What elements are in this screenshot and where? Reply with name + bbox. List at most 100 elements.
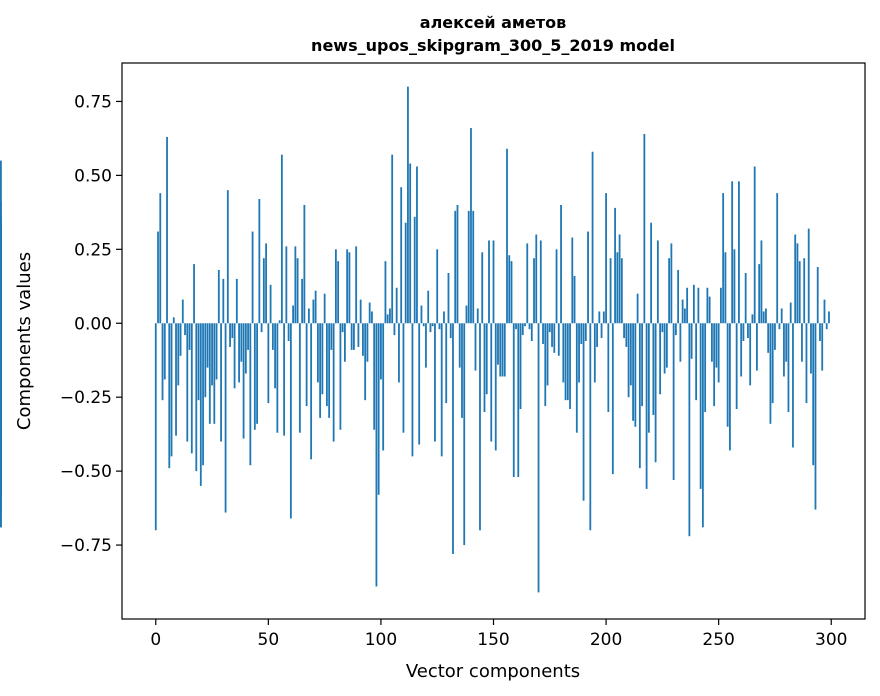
bar (598, 311, 601, 324)
bar (546, 323, 549, 386)
bar (650, 222, 653, 324)
bar (771, 323, 774, 404)
bar (706, 287, 709, 324)
bar (524, 323, 526, 327)
bar (652, 323, 655, 415)
bar (359, 299, 362, 324)
bar (422, 323, 425, 327)
bar (663, 323, 666, 374)
y-tick-label: 0.00 (74, 314, 112, 334)
bar (310, 323, 313, 460)
bar (312, 299, 315, 324)
bar (303, 204, 306, 324)
bar (778, 323, 781, 330)
bar (753, 166, 756, 324)
bar (623, 323, 625, 339)
bar (483, 323, 486, 412)
bar (776, 193, 779, 324)
bar (233, 323, 236, 389)
bar (726, 323, 729, 427)
bar (371, 311, 373, 324)
bar (578, 323, 580, 383)
bar (436, 249, 439, 324)
bar (600, 323, 603, 339)
bar (607, 323, 610, 412)
bar (186, 323, 189, 442)
bar (686, 287, 689, 324)
bar (283, 323, 286, 436)
x-axis-label: Vector components (406, 661, 580, 682)
bar (163, 323, 166, 380)
bar (765, 308, 767, 324)
bar (334, 249, 337, 324)
bar (801, 323, 803, 362)
bar (724, 252, 727, 324)
bar (708, 296, 711, 324)
bar (729, 323, 731, 451)
bar (605, 193, 607, 324)
bar (404, 222, 407, 324)
bar (296, 258, 299, 324)
bar (733, 249, 736, 324)
y-axis-ticks: −0.75 −0.50 −0.25 0.00 0.25 0.50 0.75 (60, 92, 122, 556)
bar (542, 323, 544, 344)
bar (740, 323, 743, 377)
bar (168, 323, 171, 469)
bar (159, 193, 162, 324)
bar (215, 323, 218, 380)
bar (825, 323, 828, 330)
bar (465, 305, 468, 324)
bar (517, 323, 520, 478)
bar (449, 323, 452, 339)
x-tick-label: 0 (150, 630, 161, 650)
bar (494, 323, 497, 451)
bar (289, 323, 292, 519)
bar (683, 308, 686, 324)
bar (508, 255, 511, 324)
bar (674, 323, 677, 336)
bar (805, 323, 808, 404)
bar (792, 323, 794, 448)
bar (789, 302, 792, 324)
bar (280, 154, 283, 324)
bar (472, 210, 475, 324)
bar (461, 323, 463, 418)
bar (220, 323, 222, 442)
bar (634, 323, 637, 427)
y-axis-label: Components values (14, 252, 35, 430)
bar (688, 323, 691, 537)
bar (692, 284, 695, 324)
bar (0, 160, 2, 324)
bar (276, 323, 279, 433)
bar (557, 323, 560, 356)
bar (767, 323, 770, 353)
y-tick-label: −0.75 (60, 536, 112, 556)
bar (429, 323, 432, 333)
bar (535, 234, 538, 324)
bar (632, 323, 634, 421)
y-tick-label: 0.50 (74, 166, 112, 186)
bar (476, 308, 479, 324)
bar (503, 323, 506, 377)
chart-subtitle: news_upos_skipgram_300_5_2019 model (311, 36, 675, 55)
bar (611, 323, 614, 475)
bar (440, 323, 443, 457)
bar (452, 323, 454, 554)
bar (229, 323, 231, 347)
bar (636, 293, 639, 324)
x-tick-label: 150 (477, 630, 509, 650)
bar (717, 323, 720, 383)
bar (217, 270, 220, 324)
bar (641, 323, 643, 407)
bar (377, 323, 380, 495)
bar (510, 261, 513, 324)
bar (672, 323, 675, 480)
bar (812, 323, 815, 466)
bar (431, 323, 434, 327)
bar (647, 323, 650, 433)
bar (807, 228, 810, 324)
bar (618, 234, 621, 324)
bar (616, 252, 619, 324)
bar (785, 323, 788, 362)
bar (362, 323, 364, 356)
